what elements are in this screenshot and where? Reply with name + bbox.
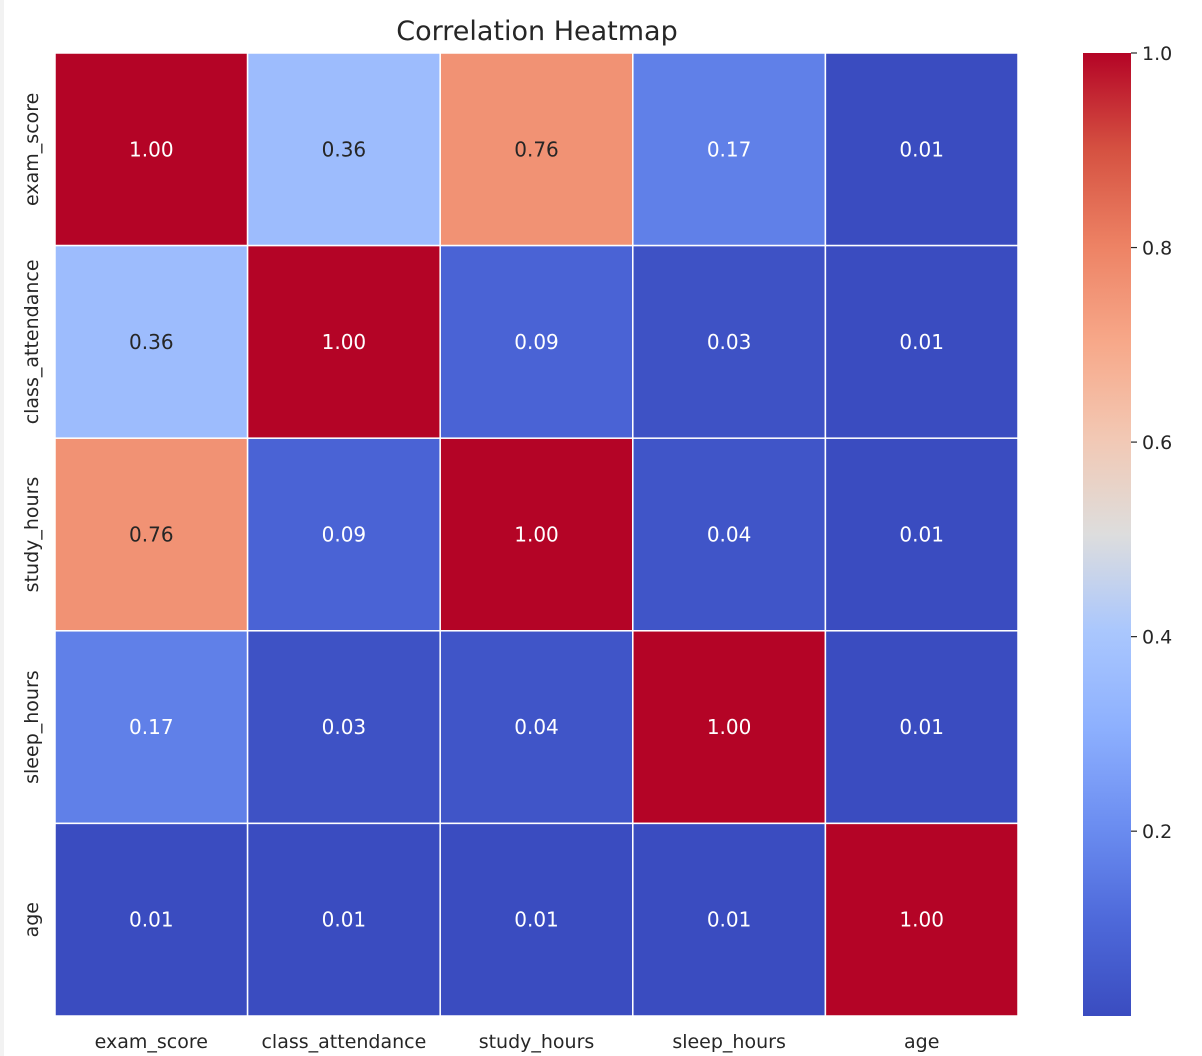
y-tick-label: class_attendance (21, 259, 43, 424)
heatmap-cell-sleep_hours-age (824, 630, 1019, 825)
colorbar-tick-label: 1.0 (1142, 43, 1172, 65)
figure-left-edge (0, 0, 4, 1056)
heatmap-annotation: 0.01 (899, 715, 944, 739)
heatmap-annotation: 1.00 (514, 523, 559, 547)
heatmap-cell-sleep_hours-class_attendance (246, 630, 441, 825)
x-tick-label: sleep_hours (672, 1031, 786, 1053)
y-tick-label: age (21, 902, 43, 937)
heatmap-annotation: 0.01 (707, 908, 752, 932)
y-axis-tick-labels: exam_score class_attendance study_hourssle… (21, 93, 43, 938)
colorbar-tick-label: 0.8 (1142, 238, 1172, 260)
colorbar (1083, 53, 1131, 1016)
heatmap-cell-study_hours-age (824, 437, 1019, 632)
x-tick-label: study_hours (479, 1031, 595, 1053)
heatmap-annotations: 1.00 0.36 0.76 0.17 0.01 0.36 1.00 0.09 0.03 0.01… (129, 137, 944, 931)
x-tick-label: age (904, 1031, 939, 1053)
heatmap-annotation: 0.04 (707, 523, 752, 547)
heatmap-cell-class_attendance-study_hours (439, 244, 634, 439)
heatmap-annotation: 0.01 (322, 908, 367, 932)
y-tick-label: sleep_hours (21, 670, 43, 784)
heatmap-cell-sleep_hours-study_hours (439, 630, 634, 825)
heatmap-annotation: 1.00 (129, 137, 174, 161)
heatmap-cell-exam_score-class_attendance (246, 52, 441, 247)
heatmap-cell-study_hours-exam_score (54, 437, 249, 632)
heatmap-cell-age-sleep_hours (632, 822, 827, 1017)
x-tick-label: class_attendance (261, 1031, 426, 1053)
heatmap-annotation: 0.01 (129, 908, 174, 932)
heatmap-annotation: 0.01 (899, 523, 944, 547)
x-tick-label: exam_score (95, 1031, 208, 1053)
heatmap-cell-age-age (824, 822, 1019, 1017)
heatmap-annotation: 0.17 (129, 715, 174, 739)
heatmap-cell-age-study_hours (439, 822, 634, 1017)
heatmap-annotation: 0.01 (899, 137, 944, 161)
heatmap-annotation: 0.01 (899, 330, 944, 354)
heatmap-cell-study_hours-class_attendance (246, 437, 441, 632)
heatmap-cell-study_hours-study_hours (439, 437, 634, 632)
heatmap-annotation: 0.17 (707, 137, 752, 161)
heatmap-annotation: 0.36 (129, 330, 174, 354)
heatmap-annotation: 0.04 (514, 715, 559, 739)
colorbar-ticks: 0.2 0.4 0.6 0.8 1.0 (1131, 43, 1172, 843)
heatmap-annotation: 1.00 (707, 715, 752, 739)
colorbar-tick-label: 0.2 (1142, 821, 1172, 843)
heatmap-annotation: 0.01 (514, 908, 559, 932)
heatmap-cells (54, 52, 1019, 1017)
x-axis-tick-labels: exam_score class_attendance study_hours sle… (95, 1031, 940, 1053)
heatmap-annotation: 0.03 (707, 330, 752, 354)
heatmap-cell-class_attendance-sleep_hours (632, 244, 827, 439)
heatmap-annotation: 0.03 (322, 715, 367, 739)
heatmap-cell-sleep_hours-exam_score (54, 630, 249, 825)
heatmap-cell-exam_score-exam_score (54, 52, 249, 247)
heatmap-annotation: 0.09 (514, 330, 559, 354)
heatmap-annotation: 0.09 (322, 523, 367, 547)
heatmap-annotation: 0.36 (322, 137, 367, 161)
heatmap-cell-sleep_hours-sleep_hours (632, 630, 827, 825)
heatmap-cell-age-exam_score (54, 822, 249, 1017)
heatmap-annotation: 0.76 (514, 137, 559, 161)
heatmap-annotation: 1.00 (322, 330, 367, 354)
y-tick-label: exam_score (21, 93, 43, 206)
colorbar-tick-label: 0.6 (1142, 432, 1172, 454)
heatmap-cell-class_attendance-age (824, 244, 1019, 439)
colorbar-tick-label: 0.4 (1142, 627, 1172, 649)
chart-title: Correlation Heatmap (396, 16, 678, 47)
heatmap-annotation: 0.76 (129, 523, 174, 547)
heatmap-annotation: 1.00 (899, 908, 944, 932)
y-tick-label: study_hours (21, 477, 43, 593)
